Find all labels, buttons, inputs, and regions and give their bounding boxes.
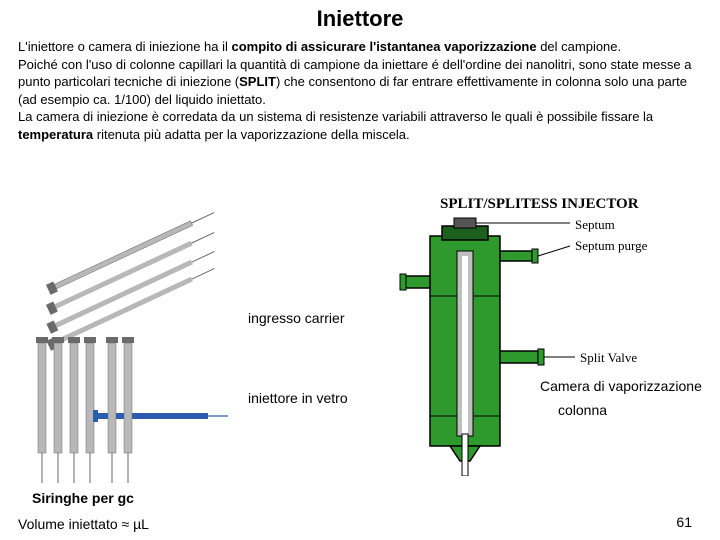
p3b: temperatura: [18, 127, 93, 142]
p2b: SPLIT: [239, 74, 276, 89]
syringes-illustration: [20, 208, 230, 488]
page-title: Iniettore: [0, 0, 720, 32]
p3c: ritenuta più adatta per la vaporizzazion…: [93, 127, 410, 142]
label-volume: Volume iniettato ≈ µL: [18, 516, 149, 532]
page-number: 61: [676, 514, 692, 530]
label-colonna: colonna: [558, 402, 607, 418]
label-ingresso-carrier: ingresso carrier: [248, 310, 344, 326]
p1a: L'iniettore o camera di iniezione ha il: [18, 39, 232, 54]
p3a: La camera di iniezione è corredata da un…: [18, 109, 653, 124]
label-siringhe: Siringhe per gc: [32, 490, 134, 506]
diagram-label-septum: Septum: [575, 217, 615, 233]
label-iniettore-vetro: iniettore in vetro: [248, 390, 348, 406]
body-paragraph: L'iniettore o camera di iniezione ha il …: [0, 32, 720, 143]
diagram-heading: SPLIT/SPLITESS INJECTOR: [440, 196, 639, 213]
label-camera-vaporizzazione: Camera di vaporizzazione: [540, 378, 702, 394]
diagram-label-septum-purge: Septum purge: [575, 238, 647, 254]
p1c: del campione.: [537, 39, 622, 54]
p1b: compito di assicurare l'istantanea vapor…: [232, 39, 537, 54]
diagram-label-split-valve: Split Valve: [580, 350, 637, 366]
